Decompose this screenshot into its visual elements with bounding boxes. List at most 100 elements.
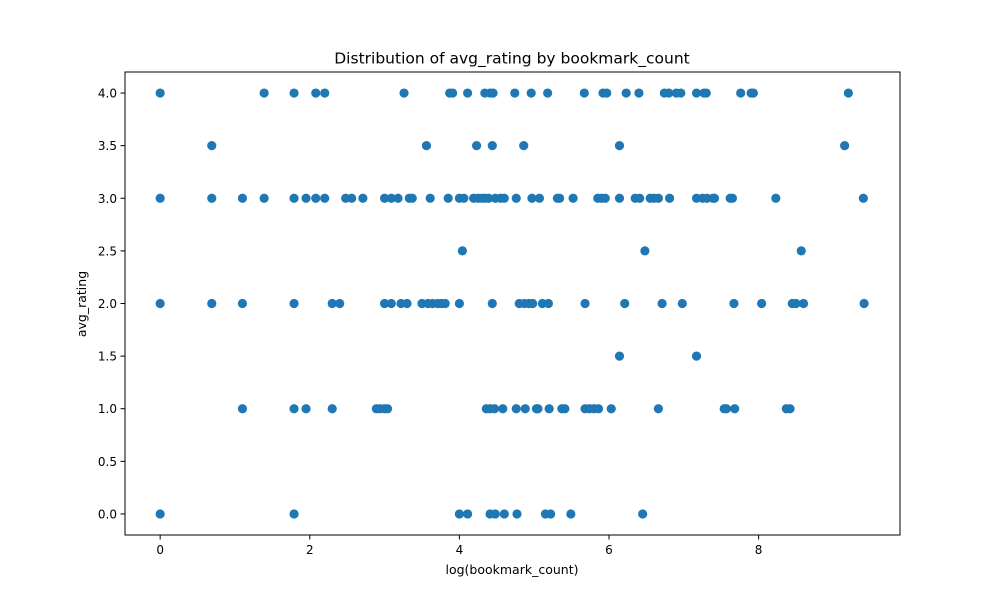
data-point-14 [289,298,299,309]
data-point-109 [579,88,589,98]
data-point-128 [635,193,645,203]
data-point-19 [311,88,321,98]
data-point-80 [499,193,509,203]
data-point-121 [614,141,625,151]
data-point-142 [691,351,702,361]
data-point-62 [471,141,482,151]
data-point-137 [664,88,674,98]
data-point-99 [543,88,553,98]
data-point-169 [843,88,853,98]
data-point-12 [289,88,299,98]
x-tick-label: 4 [456,543,464,557]
data-point-85 [512,509,522,519]
data-point-101 [544,404,554,414]
y-axis-label: avg_rating [74,271,89,337]
data-point-51 [443,193,453,203]
data-point-115 [593,404,604,414]
data-point-7 [237,193,248,203]
data-point-77 [490,509,500,519]
data-point-56 [454,509,464,519]
x-tick-label: 0 [156,543,164,557]
data-point-53 [448,88,458,98]
data-point-55 [454,298,464,309]
data-point-1 [155,193,165,203]
data-point-8 [237,298,248,309]
data-point-118 [600,193,610,203]
data-point-15 [289,404,299,414]
data-point-155 [729,298,739,309]
data-point-34 [382,404,393,414]
data-point-46 [425,193,435,203]
data-point-133 [653,193,663,203]
data-point-124 [620,298,630,309]
data-point-89 [520,404,530,414]
data-point-102 [546,509,556,519]
data-point-107 [566,509,576,519]
data-point-104 [555,193,565,203]
data-point-100 [543,298,554,309]
data-point-11 [259,193,269,203]
data-point-163 [785,404,795,414]
data-point-58 [459,193,469,203]
y-tick-label: 1.5 [98,350,117,364]
data-point-75 [489,404,500,414]
plot-frame [124,71,901,536]
data-point-5 [207,193,217,203]
data-point-130 [640,246,650,256]
data-point-21 [320,88,330,98]
data-point-154 [727,193,738,203]
data-point-36 [386,298,396,309]
data-point-50 [440,298,450,309]
data-point-161 [771,193,781,203]
data-point-152 [721,404,732,414]
data-point-44 [421,141,432,151]
data-point-3 [155,509,165,519]
data-point-167 [798,298,809,309]
data-point-27 [347,193,357,203]
data-point-25 [335,298,345,309]
data-point-0 [155,88,165,98]
data-point-10 [259,88,269,98]
y-tick-label: 2.5 [98,244,117,258]
x-tick-label: 6 [605,543,613,557]
data-point-170 [858,193,868,203]
data-point-122 [614,351,625,361]
data-point-79 [498,404,508,414]
x-tick-label: 2 [306,543,314,557]
data-point-42 [407,193,417,203]
data-point-68 [483,193,494,203]
data-point-31 [379,193,390,203]
data-point-91 [526,88,536,98]
data-point-40 [402,298,412,309]
data-point-2 [155,298,165,309]
data-point-17 [301,193,311,203]
data-points [155,88,869,519]
data-point-119 [602,88,612,98]
data-point-93 [528,298,538,309]
data-point-72 [487,141,497,151]
data-point-84 [511,404,521,414]
y-tick-label: 0.0 [98,507,117,521]
data-point-83 [511,193,521,203]
data-point-22 [320,193,330,203]
axis-ticks: 0 2 4 6 8 0.0 0.5 1.0 1.5 2.0 2.5 3.0 3.5 4.0 [98,87,763,557]
y-tick-label: 2.0 [98,297,117,311]
data-point-4 [207,141,217,151]
data-point-23 [327,298,337,309]
data-point-168 [840,141,850,151]
data-point-24 [327,404,337,414]
y-tick-label: 4.0 [98,87,117,101]
data-point-20 [311,193,321,203]
data-point-110 [580,298,590,309]
data-point-35 [386,193,396,203]
data-point-159 [748,88,758,98]
data-point-165 [791,298,801,309]
data-point-28 [358,193,368,203]
data-point-150 [709,193,720,203]
data-point-18 [301,404,311,414]
data-point-125 [621,88,631,98]
y-tick-label: 0.5 [98,455,117,469]
data-point-147 [701,88,711,98]
data-point-160 [757,298,767,309]
data-point-82 [510,88,520,98]
